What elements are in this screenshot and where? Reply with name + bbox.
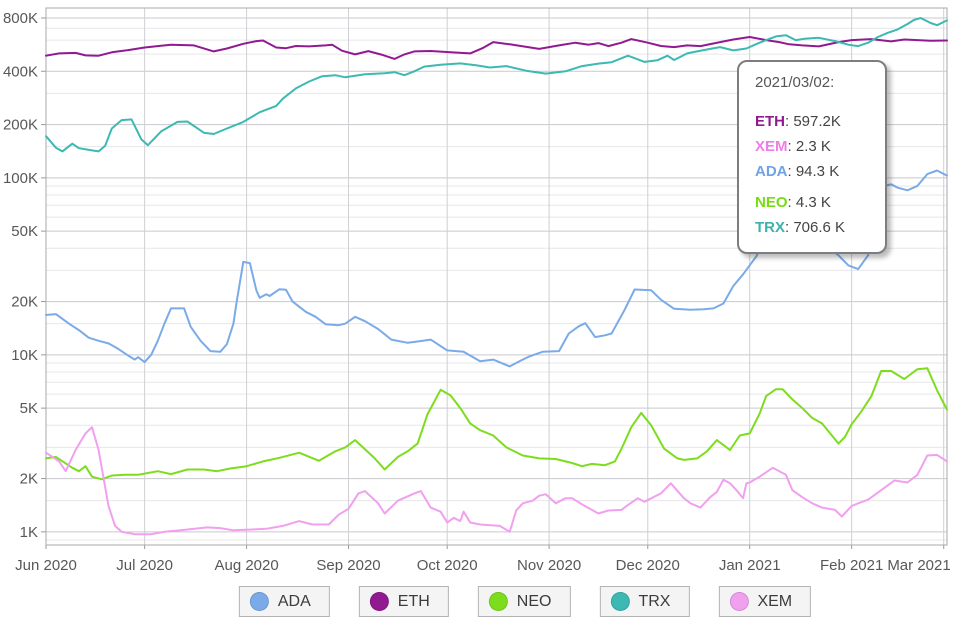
tooltip-row-ada: ADA: 94.3 K <box>755 159 873 184</box>
x-axis-tick-label: Aug 2020 <box>214 557 278 574</box>
y-axis-tick-label: 2K <box>20 471 38 488</box>
tooltip-series-label: TRX <box>755 219 785 236</box>
tooltip-series-value: : 706.6 K <box>785 219 846 236</box>
legend-label: ADA <box>277 592 311 610</box>
tooltip-date: 2021/03/02: <box>755 74 835 91</box>
legend-label: NEO <box>516 592 552 610</box>
y-axis-tick-label: 200K <box>3 117 38 134</box>
legend-item-eth[interactable]: ETH <box>358 586 449 617</box>
tooltip-rows: ETH: 597.2K XEM: 2.3 K ADA: 94.3 K NEO: 4.3… <box>755 109 873 240</box>
legend-label: ETH <box>397 592 430 610</box>
neo-series-marker-icon <box>488 592 508 611</box>
y-axis-tick-label: 1K <box>20 524 38 541</box>
xem-series-marker-icon <box>729 592 749 611</box>
x-axis-tick-label: Dec 2020 <box>616 557 680 574</box>
y-axis-tick-label: 10K <box>11 347 38 364</box>
legend-label: TRX <box>638 592 671 610</box>
eth-series-marker-icon <box>369 592 389 611</box>
legend-item-xem[interactable]: XEM <box>718 586 812 617</box>
y-axis-tick-label: 400K <box>3 63 38 80</box>
legend-item-trx[interactable]: TRX <box>599 586 690 617</box>
tooltip-series-value: : 2.3 K <box>787 138 831 155</box>
ada-series-marker-icon <box>249 592 269 611</box>
y-axis-tick-label: 20K <box>11 294 38 311</box>
tooltip-series-value: : 4.3 K <box>787 194 831 211</box>
x-axis-tick-label: Jun 2020 <box>15 557 77 574</box>
tooltip-series-label: ADA <box>755 163 788 180</box>
legend-item-ada[interactable]: ADA <box>238 586 330 617</box>
series-line-neo[interactable] <box>45 367 948 481</box>
tooltip-row-eth: ETH: 597.2K <box>755 109 873 134</box>
x-axis-tick-label: Mar 2021 <box>887 557 950 574</box>
x-axis-tick-label: Sep 2020 <box>316 557 380 574</box>
x-axis-tick-label: Oct 2020 <box>417 557 478 574</box>
series-line-xem[interactable] <box>45 426 948 536</box>
x-axis-tick-label: Nov 2020 <box>517 557 581 574</box>
tooltip-row-trx: TRX: 706.6 K <box>755 215 873 240</box>
trx-series-marker-icon <box>610 592 630 611</box>
chart-legend: ADA ETH NEO TRX XEM <box>238 586 812 617</box>
x-axis-tick-label: Jan 2021 <box>719 557 781 574</box>
tooltip-row-xem: XEM: 2.3 K <box>755 134 873 159</box>
tooltip-series-value: : 94.3 K <box>787 163 840 180</box>
tooltip-series-label: ETH <box>755 113 785 130</box>
tooltip-series-label: NEO <box>755 194 788 211</box>
y-axis-tick-label: 5K <box>20 400 38 417</box>
y-axis-tick-label: 800K <box>3 10 38 27</box>
tooltip-row-neo: NEO: 4.3 K <box>755 190 873 215</box>
series-line-eth[interactable] <box>45 36 948 60</box>
legend-item-neo[interactable]: NEO <box>477 586 571 617</box>
tooltip-series-value: : 597.2K <box>785 113 841 130</box>
x-axis-tick-label: Feb 2021 <box>820 557 883 574</box>
y-axis-tick-label: 50K <box>11 223 38 240</box>
plot-border <box>45 7 948 546</box>
x-axis-tick-label: Jul 2020 <box>116 557 173 574</box>
y-axis-tick-label: 100K <box>3 170 38 187</box>
legend-label: XEM <box>757 592 793 610</box>
series-line-trx[interactable] <box>45 17 948 153</box>
tooltip-series-label: XEM <box>755 138 788 155</box>
chart-tooltip: 2021/03/02: ETH: 597.2K XEM: 2.3 K ADA: 94… <box>737 60 887 254</box>
